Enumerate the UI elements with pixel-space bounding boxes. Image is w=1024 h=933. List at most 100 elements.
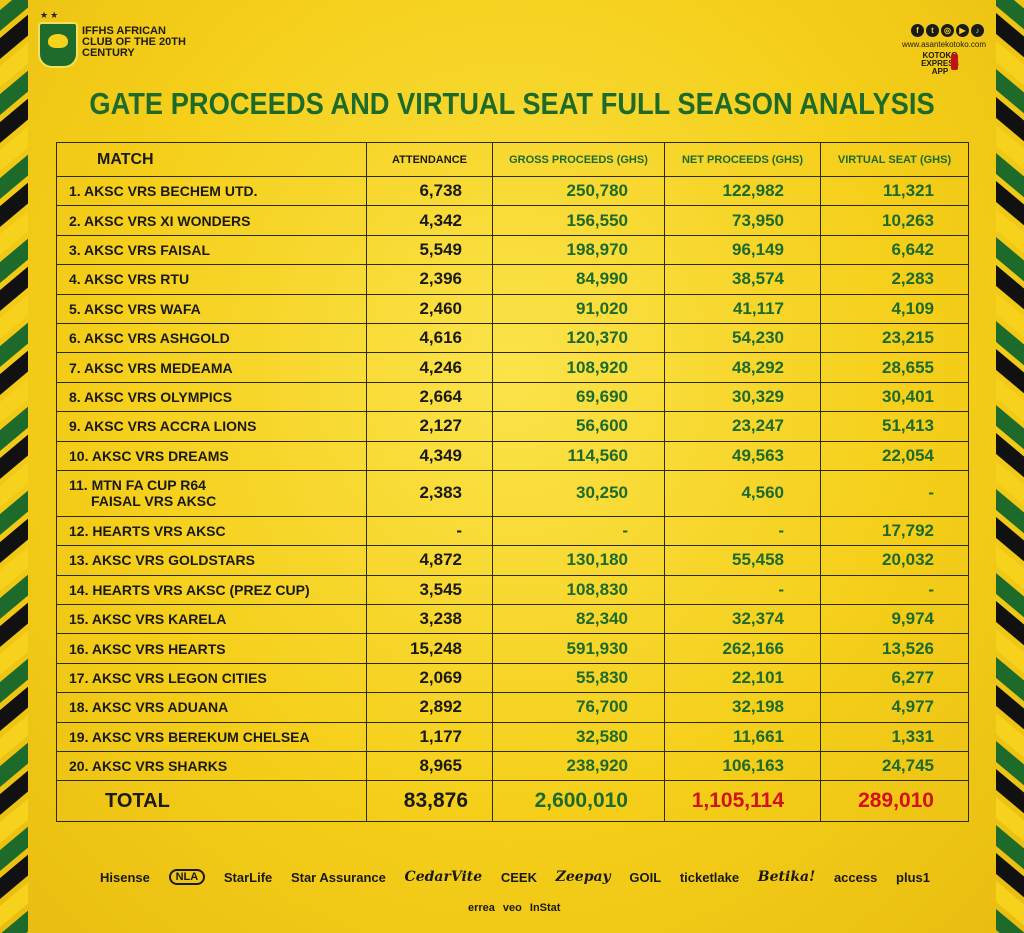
net-cell: - [664, 574, 821, 606]
virtual-cell: 9,974 [820, 604, 969, 635]
match-cell: 18. AKSC VRS ADUANA [56, 692, 367, 723]
net-cell: - [664, 515, 821, 547]
virtual-cell: 23,215 [820, 322, 969, 354]
net-cell: 4,560 [664, 469, 821, 517]
facebook-icon[interactable]: f [911, 24, 924, 37]
youtube-icon[interactable]: ▶ [956, 24, 969, 37]
attendance-cell: 5,549 [366, 234, 493, 266]
net-cell: 49,563 [664, 440, 821, 471]
total-net: 1,105,114 [664, 780, 821, 823]
virtual-cell: 13,526 [820, 633, 969, 664]
header-net: NET PROCEEDS (GHS) [664, 142, 821, 177]
net-cell: 262,166 [664, 633, 821, 664]
table-row: 13. AKSC VRS GOLDSTARS 4,872 130,180 55,458… [56, 545, 969, 576]
attendance-cell: 3,545 [366, 574, 493, 606]
gross-cell: - [492, 515, 665, 547]
gross-cell: 250,780 [492, 175, 665, 207]
match-cell: 11. MTN FA CUP R64 FAISAL VRS AKSC [56, 469, 367, 517]
gross-cell: 114,560 [492, 440, 665, 471]
net-cell: 48,292 [664, 352, 821, 383]
table-row: 4. AKSC VRS RTU 2,396 84,990 38,574 2,283 [56, 264, 969, 295]
attendance-cell: 1,177 [366, 721, 493, 753]
proceeds-table: MATCH ATTENDANCE GROSS PROCEEDS (GHS) NE… [56, 142, 969, 823]
gross-cell: 30,250 [492, 469, 665, 517]
instagram-icon[interactable]: ◎ [941, 24, 954, 37]
phone-icon [951, 54, 958, 70]
gross-cell: 120,370 [492, 322, 665, 354]
virtual-cell: 17,792 [820, 515, 969, 547]
table-row: 8. AKSC VRS OLYMPICS 2,664 69,690 30,329 30,… [56, 381, 969, 413]
table-row: 19. AKSC VRS BEREKUM CHELSEA 1,177 32,580 1… [56, 721, 969, 753]
net-cell: 23,247 [664, 411, 821, 442]
virtual-cell: 1,331 [820, 721, 969, 753]
club-honour-text: IFFHS AFRICAN CLUB OF THE 20TH CENTURY [82, 25, 186, 59]
attendance-cell: 4,342 [366, 205, 493, 236]
total-attendance: 83,876 [366, 780, 493, 823]
attendance-cell: 2,383 [366, 469, 493, 517]
table-row: 14. HEARTS VRS AKSC (PREZ CUP) 3,545 108,8… [56, 574, 969, 606]
match-cell: 15. AKSC VRS KARELA [56, 604, 367, 635]
table-row: 17. AKSC VRS LEGON CITIES 2,069 55,830 22,1… [56, 662, 969, 694]
match-cell: 5. AKSC VRS WAFA [56, 293, 367, 324]
gross-cell: 198,970 [492, 234, 665, 266]
social-icons: f t ◎ ▶ ♪ [911, 24, 984, 37]
sponsor-hisense: Hisense [100, 869, 150, 885]
header-virtual: VIRTUAL SEAT (GHS) [820, 142, 969, 177]
virtual-cell: 28,655 [820, 352, 969, 383]
attendance-cell: 2,460 [366, 293, 493, 324]
attendance-cell: 2,892 [366, 692, 493, 723]
net-cell: 38,574 [664, 264, 821, 295]
attendance-cell: 2,664 [366, 381, 493, 413]
match-line-2: FAISAL VRS AKSC [91, 493, 217, 510]
attendance-cell: 8,965 [366, 751, 493, 782]
attendance-cell: 2,396 [366, 264, 493, 295]
gross-cell: 238,920 [492, 751, 665, 782]
table-row: 9. AKSC VRS ACCRA LIONS 2,127 56,600 23,247… [56, 411, 969, 442]
table-row: 5. AKSC VRS WAFA 2,460 91,020 41,117 4,109 [56, 293, 969, 324]
table-row: 3. AKSC VRS FAISAL 5,549 198,970 96,149 6,64… [56, 234, 969, 266]
virtual-cell: 20,032 [820, 545, 969, 576]
attendance-cell: - [366, 515, 493, 547]
gross-cell: 156,550 [492, 205, 665, 236]
table-row: 7. AKSC VRS MEDEAMA 4,246 108,920 48,292 28,… [56, 352, 969, 383]
net-cell: 30,329 [664, 381, 821, 413]
sponsor-strip-2: errea veo InStat [468, 902, 560, 914]
sponsor-strip: Hisense NLA StarLife Star Assurance Ceda… [100, 862, 930, 892]
attendance-cell: 4,872 [366, 545, 493, 576]
virtual-cell: 51,413 [820, 411, 969, 442]
virtual-cell: 11,321 [820, 175, 969, 207]
match-line-1: 11. MTN FA CUP R64 [69, 477, 206, 494]
sponsor-veo: veo [502, 902, 522, 914]
net-cell: 106,163 [664, 751, 821, 782]
website-url[interactable]: www.asantekotoko.com [901, 40, 986, 49]
gross-cell: 55,830 [492, 662, 665, 694]
tiktok-icon[interactable]: ♪ [971, 24, 984, 37]
attendance-cell: 6,738 [366, 175, 493, 207]
net-cell: 41,117 [664, 293, 821, 324]
sponsor-plus1: plus1 [896, 869, 930, 885]
gross-cell: 84,990 [492, 264, 665, 295]
net-cell: 11,661 [664, 721, 821, 753]
virtual-cell: 4,977 [820, 692, 969, 723]
attendance-cell: 2,069 [366, 662, 493, 694]
total-label: TOTAL [56, 780, 367, 823]
sponsor-betika: Betika! [757, 869, 816, 885]
attendance-cell: 15,248 [366, 633, 493, 664]
table-row: 16. AKSC VRS HEARTS 15,248 591,930 262,166 1… [56, 633, 969, 664]
porcupine-icon [48, 34, 68, 48]
match-cell: 3. AKSC VRS FAISAL [56, 234, 367, 266]
gross-cell: 69,690 [492, 381, 665, 413]
match-cell: 16. AKSC VRS HEARTS [56, 633, 367, 664]
sponsor-ceek: CEEK [500, 869, 537, 885]
match-cell: 14. HEARTS VRS AKSC (PREZ CUP) [56, 574, 367, 606]
virtual-cell: 10,263 [820, 205, 969, 236]
match-cell: 8. AKSC VRS OLYMPICS [56, 381, 367, 413]
twitter-icon[interactable]: t [926, 24, 939, 37]
header: ★★ IFFHS AFRICAN CLUB OF THE 20TH CENTUR… [0, 0, 1024, 140]
virtual-cell: 6,277 [820, 662, 969, 694]
match-cell: 13. AKSC VRS GOLDSTARS [56, 545, 367, 576]
sponsor-ticketlake: ticketlake [679, 869, 740, 885]
virtual-cell: 4,109 [820, 293, 969, 324]
virtual-cell: 24,745 [820, 751, 969, 782]
page-title: GATE PROCEEDS AND VIRTUAL SEAT FULL SEAS… [89, 86, 935, 121]
